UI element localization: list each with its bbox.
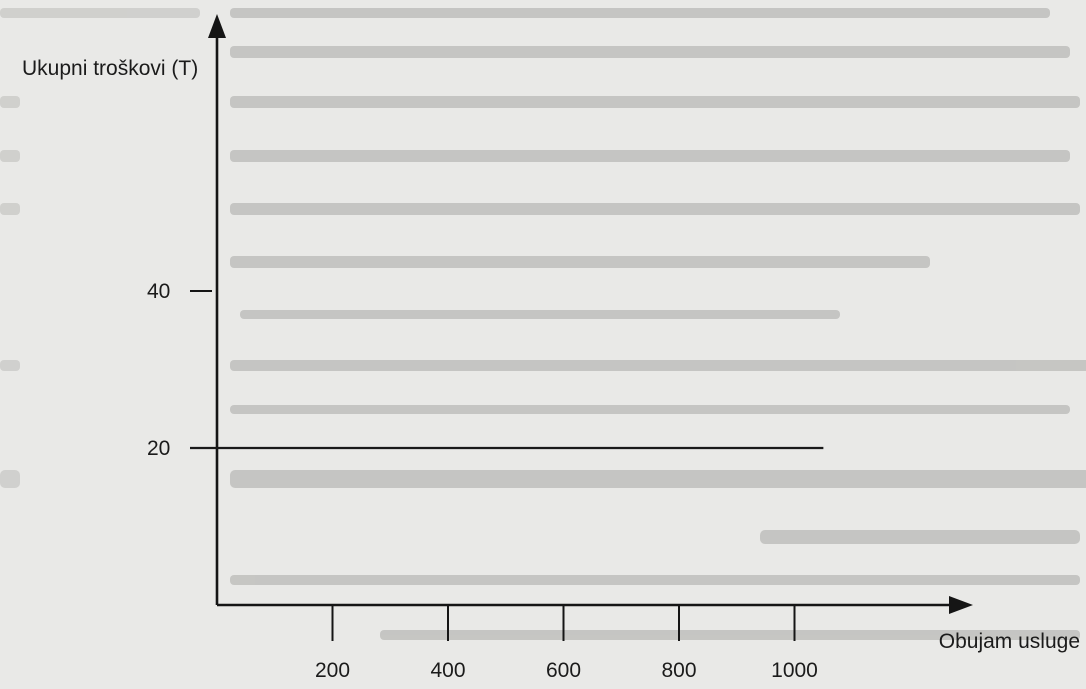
x-ticks: 200 400 600 800 1000 <box>315 605 818 682</box>
x-tick-label: 1000 <box>771 659 818 682</box>
x-tick-label: 600 <box>546 659 581 682</box>
x-tick-label: 200 <box>315 659 350 682</box>
y-tick-label: 20 <box>147 437 170 460</box>
x-tick-label: 400 <box>430 659 465 682</box>
x-tick-label: 800 <box>661 659 696 682</box>
y-tick-label: 40 <box>147 280 170 303</box>
y-axis-title: Ukupni troškovi (T) <box>22 57 198 80</box>
x-axis-arrow <box>949 596 973 614</box>
x-axis-title: Obujam usluge <box>939 630 1080 653</box>
y-axis-arrow <box>208 14 226 38</box>
